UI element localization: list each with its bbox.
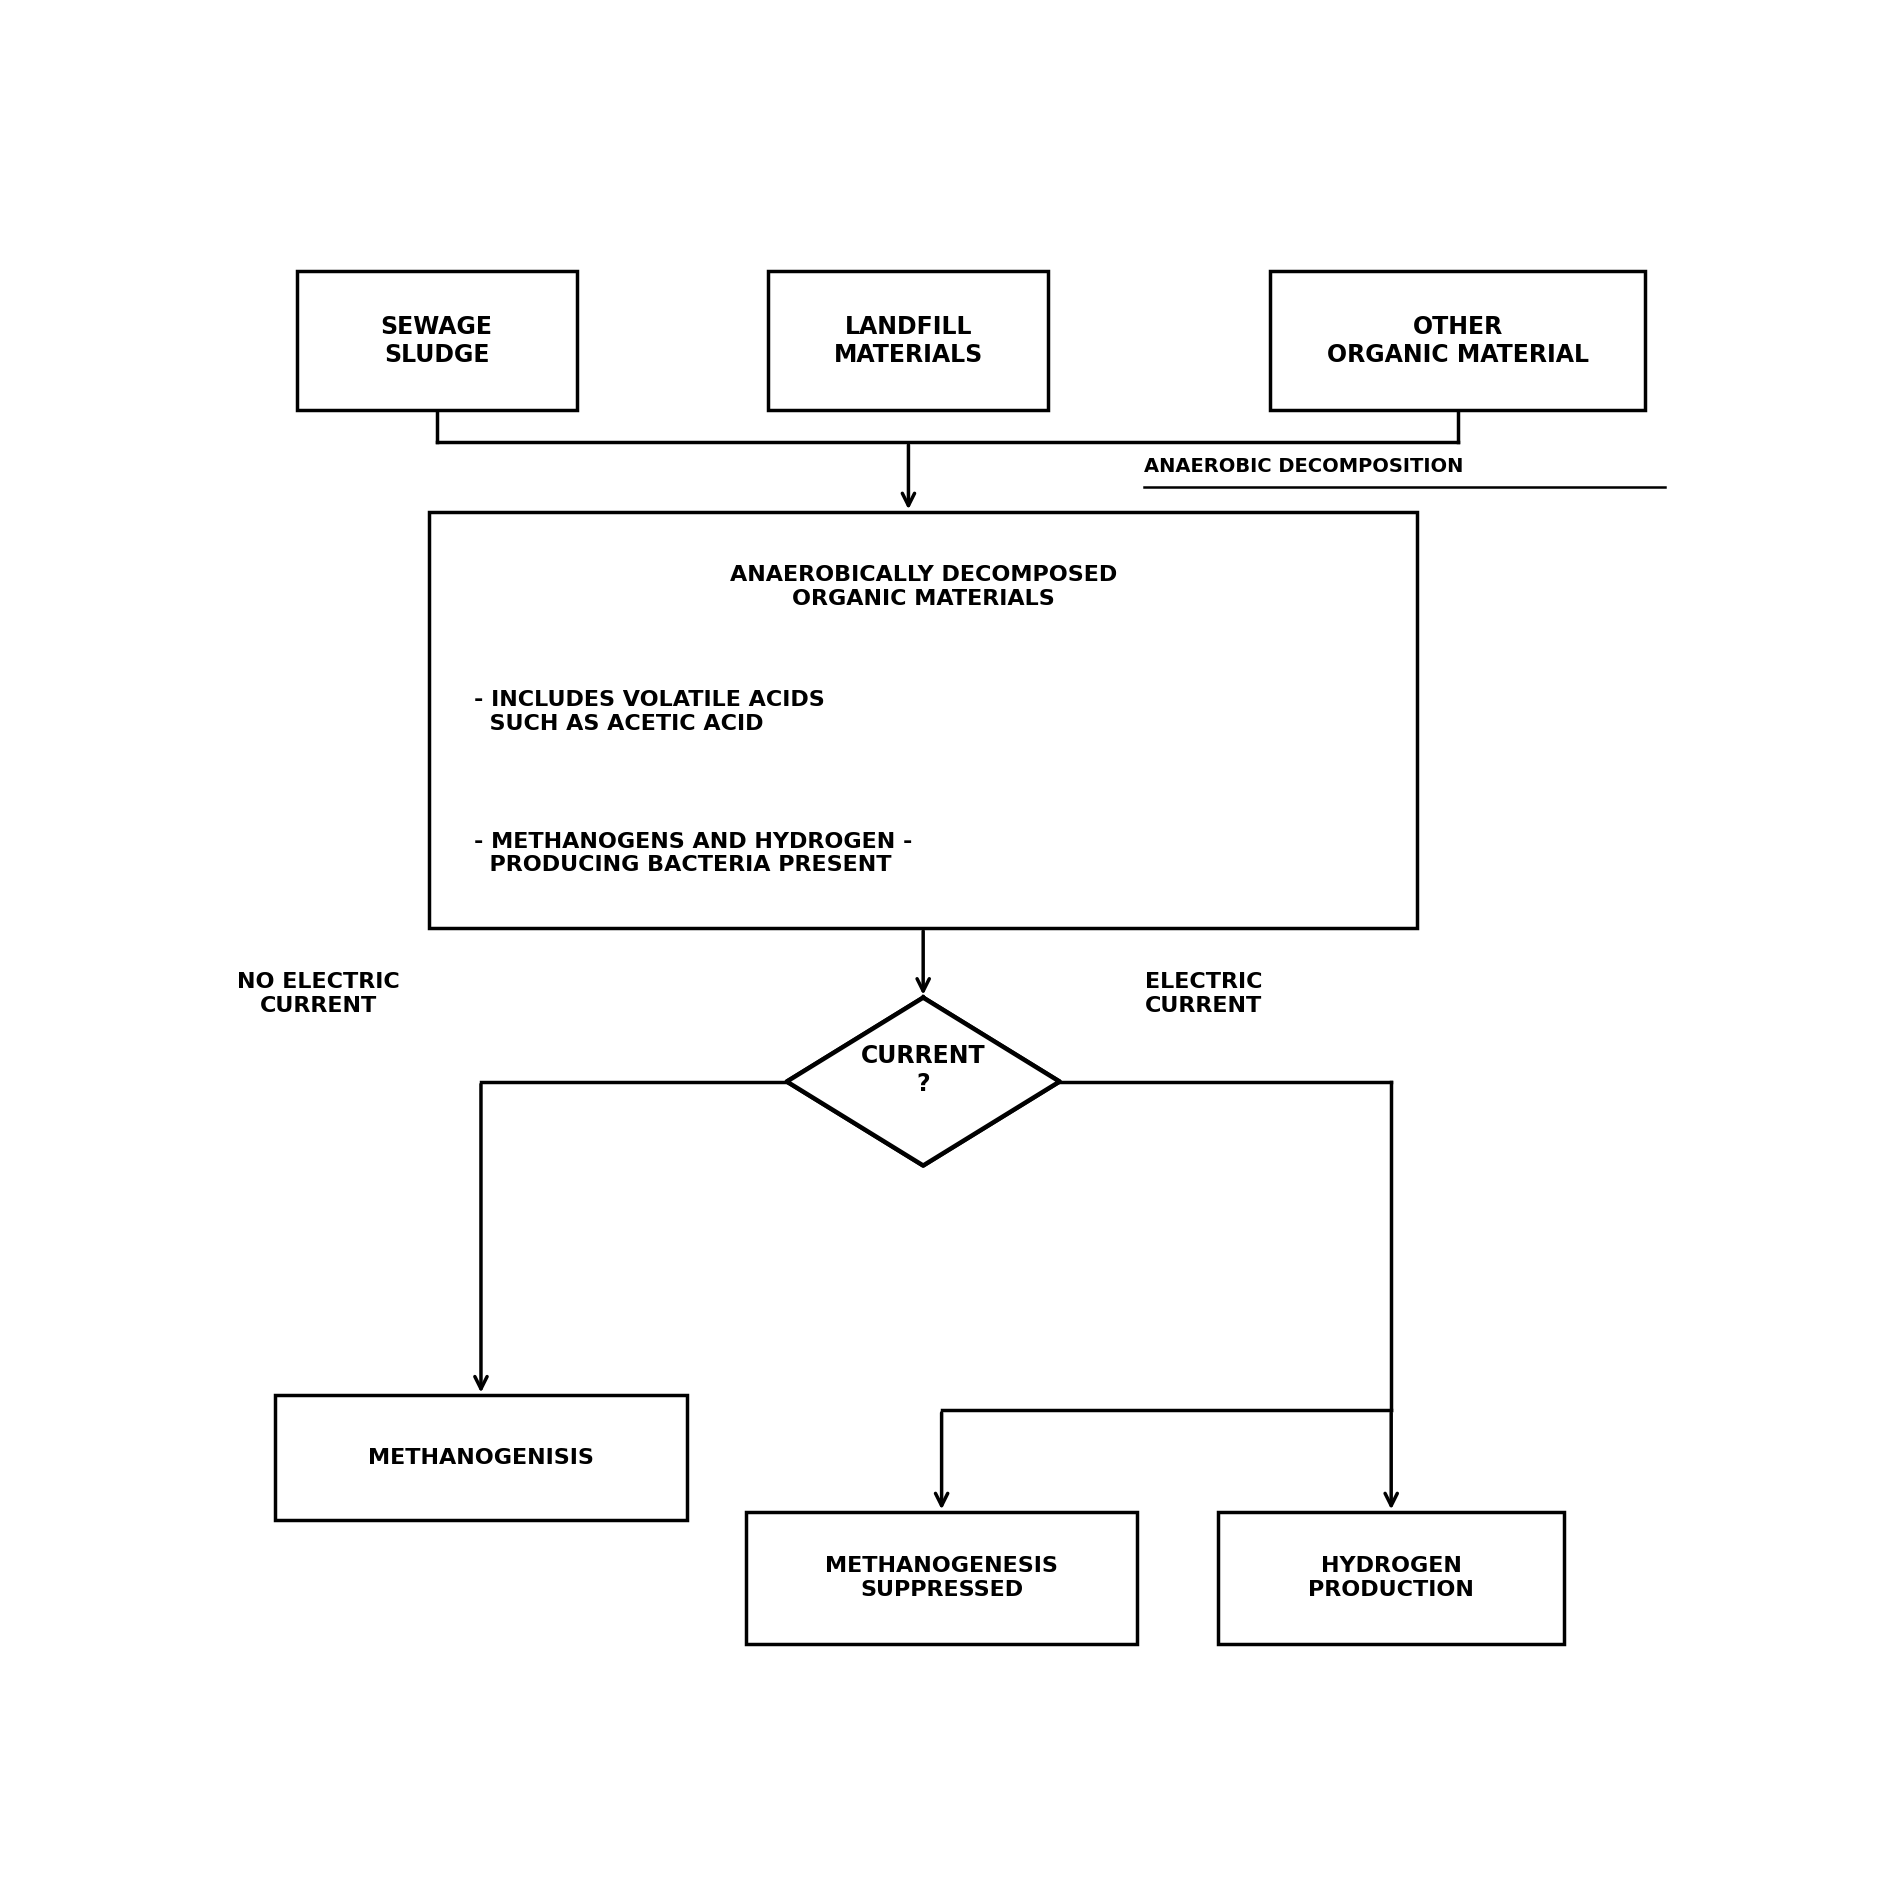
Text: NO ELECTRIC
CURRENT: NO ELECTRIC CURRENT: [238, 973, 399, 1016]
FancyBboxPatch shape: [768, 271, 1048, 410]
Text: SEWAGE
SLUDGE: SEWAGE SLUDGE: [380, 315, 493, 366]
FancyBboxPatch shape: [1269, 271, 1645, 410]
Text: - METHANOGENS AND HYDROGEN -
  PRODUCING BACTERIA PRESENT: - METHANOGENS AND HYDROGEN - PRODUCING B…: [474, 832, 911, 874]
FancyBboxPatch shape: [430, 512, 1417, 929]
Text: LANDFILL
MATERIALS: LANDFILL MATERIALS: [833, 315, 983, 366]
FancyBboxPatch shape: [746, 1513, 1137, 1644]
FancyBboxPatch shape: [297, 271, 576, 410]
Text: ANAEROBIC DECOMPOSITION: ANAEROBIC DECOMPOSITION: [1145, 457, 1465, 476]
Text: CURRENT
?: CURRENT ?: [862, 1045, 985, 1096]
Polygon shape: [787, 997, 1059, 1166]
Text: ELECTRIC
CURRENT: ELECTRIC CURRENT: [1145, 973, 1263, 1016]
Text: ANAEROBICALLY DECOMPOSED
ORGANIC MATERIALS: ANAEROBICALLY DECOMPOSED ORGANIC MATERIA…: [730, 565, 1116, 609]
Text: METHANOGENISIS: METHANOGENISIS: [367, 1447, 593, 1468]
Text: HYDROGEN
PRODUCTION: HYDROGEN PRODUCTION: [1309, 1557, 1474, 1600]
FancyBboxPatch shape: [274, 1395, 687, 1519]
Text: OTHER
ORGANIC MATERIAL: OTHER ORGANIC MATERIAL: [1326, 315, 1588, 366]
Text: - INCLUDES VOLATILE ACIDS
  SUCH AS ACETIC ACID: - INCLUDES VOLATILE ACIDS SUCH AS ACETIC…: [474, 690, 824, 734]
Text: METHANOGENESIS
SUPPRESSED: METHANOGENESIS SUPPRESSED: [825, 1557, 1058, 1600]
FancyBboxPatch shape: [1217, 1513, 1563, 1644]
